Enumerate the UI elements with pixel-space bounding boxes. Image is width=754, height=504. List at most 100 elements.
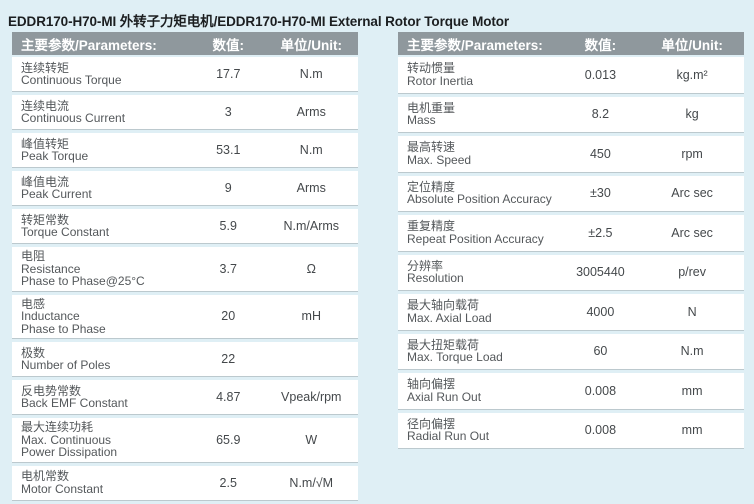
parameter-value: 0.008 [584,423,617,438]
parameter-value: 5.9 [219,219,237,233]
parameter-unit: N.m/√M [289,475,334,490]
parameter-unit: kg [685,107,699,122]
column-header-unit: 单位/Unit: [280,37,343,53]
parameter-value: 9 [224,181,232,195]
parameter-unit: rpm [681,146,703,161]
parameter-line: Peak Torque [21,149,89,163]
parameter-line: 连续电流 [21,98,70,113]
parameter-value: 53.1 [216,143,241,157]
parameter-name: 最高转速 Max. Speed [398,139,561,168]
parameter-line: Phase to Phase [21,321,106,336]
parameter-line: 径向偏摆 [407,416,456,431]
parameter-value: 20 [221,309,236,324]
parameter-line: Motor Constant [21,481,104,496]
parameter-line: 电机常数 [21,469,70,483]
tables-container: 主要参数/Parameters: 数值: 单位/Unit: 连续转矩 Contin… [0,32,754,504]
table-row: 连续转矩 Continuous Torque 17.7 N.m [12,57,358,92]
table-row: 电机常数 Motor Constant 2.5 N.m/√M [12,465,358,501]
parameter-unit: N.m [680,344,704,359]
page-title: EDDR170-H70-MI 外转子力矩电机/EDDR170-H70-MI Ex… [8,14,510,29]
parameter-line: Inductance [21,309,80,323]
table-row: 定位精度 Absolute Position Accuracy ±30 Arc s… [398,175,744,212]
parameter-line: Max. Speed [407,152,472,167]
parameter-name: 最大扭矩载荷 Max. Torque Load [398,337,561,366]
parameter-line: 峰值转矩 [21,136,70,151]
parameter-unit: W [305,432,318,447]
parameter-line: Repeat Position Accuracy [407,231,544,246]
parameter-name: 电机重量 Mass [398,100,561,129]
parameter-line: 转矩常数 [21,212,70,227]
parameter-line: Max. Continuous [21,432,112,447]
parameter-line: 极数 [21,345,46,360]
parameter-line: 反电势常数 [21,383,82,398]
parameter-line: 电感 [21,296,46,311]
table-row: 峰值转矩 Peak Torque 53.1 N.m [12,133,358,168]
parameter-name: 反电势常数 Back EMF Constant [12,383,192,412]
parameter-unit: mH [301,309,321,324]
column-header-parameters: 主要参数/Parameters: [21,37,157,53]
table-row: 最高转速 Max. Speed 450 rpm [398,136,744,173]
parameter-line: Resistance [21,261,81,276]
parameter-line: Continuous Current [21,111,126,125]
parameter-unit: Arc sec [671,225,713,240]
column-header-value: 数值: [212,37,244,53]
parameter-value: 3.7 [219,261,237,276]
parameter-line: 最高转速 [407,140,456,155]
parameter-unit: Vpeak/rpm [281,390,342,404]
parameter-name: 峰值电流 Peak Current [12,174,192,203]
parameter-value: 8.2 [591,107,610,122]
parameter-unit: kg.m² [676,67,708,82]
table-row: 电感 Inductance Phase to Phase 20 mH [12,294,358,339]
parameter-value: 65.9 [216,432,241,447]
parameter-unit: Ω [306,261,316,276]
table-row: 连续电流 Continuous Current 3 Arms [12,95,358,130]
parameter-line: Absolute Position Accuracy [407,192,552,207]
parameter-unit: Arc sec [671,186,713,201]
parameter-name: 电机常数 Motor Constant [12,468,192,497]
table-row: 最大轴向载荷 Max. Axial Load 4000 N [398,294,744,331]
parameter-line: Back EMF Constant [21,396,128,410]
table-row: 重复精度 Repeat Position Accuracy ±2.5 Arc se… [398,215,744,252]
parameter-name: 极数 Number of Poles [12,345,192,374]
parameter-line: 转动惯量 [407,61,456,76]
parameter-line: 轴向偏摆 [407,377,456,392]
parameter-line: Power Dissipation [21,445,118,459]
column-header-value: 数值: [584,37,617,53]
parameter-line: 最大轴向载荷 [407,298,480,313]
parameter-value: ±2.5 [588,225,613,240]
parameter-name: 最大轴向载荷 Max. Axial Load [398,297,561,326]
parameter-unit: N [687,304,697,319]
table-header-row: 主要参数/Parameters: 数值: 单位/Unit: [12,32,358,55]
parameter-line: Radial Run Out [407,429,490,444]
parameter-line: Mass [407,113,436,128]
table-row: 分辨率 Resolution 3005440 p/rev [398,254,744,291]
table-body: 转动惯量 Rotor Inertia 0.013 kg.m² 电机重量 Mass 8… [398,57,744,449]
parameter-line: 电机重量 [407,100,456,115]
parameter-value: 22 [221,352,236,366]
parameter-line: 重复精度 [407,219,456,234]
parameter-name: 连续转矩 Continuous Torque [12,60,192,89]
parameter-name: 最大连续功耗 Max. Continuous Power Dissipation [12,419,192,461]
column-header-unit: 单位/Unit: [661,37,723,53]
parameter-name: 峰值转矩 Peak Torque [12,136,192,165]
table-body: 连续转矩 Continuous Torque 17.7 N.m 连续电流 Conti… [12,57,358,501]
parameter-line: 峰值电流 [21,174,70,189]
parameter-name: 转矩常数 Torque Constant [12,212,192,241]
parameter-unit: Arms [296,105,326,119]
parameter-line: Phase to Phase@25°C [21,274,145,288]
parameter-name: 连续电流 Continuous Current [12,98,192,127]
parameter-unit: mm [681,383,703,398]
parameter-name: 转动惯量 Rotor Inertia [398,60,561,89]
parameter-value: 60 [593,344,608,359]
parameter-unit: p/rev [678,265,706,280]
parameters-table-mechanical: 主要参数/Parameters: 数值: 单位/Unit: 转动惯量 Rotor … [398,32,744,504]
parameter-name: 径向偏摆 Radial Run Out [398,416,561,445]
parameter-value: 17.7 [216,67,241,81]
table-row: 径向偏摆 Radial Run Out 0.008 mm [398,412,744,449]
parameter-value: 4.87 [216,390,241,404]
table-row: 最大扭矩载荷 Max. Torque Load 60 N.m [398,333,744,370]
parameter-name: 重复精度 Repeat Position Accuracy [398,218,561,247]
table-row: 电阻 Resistance Phase to Phase@25°C 3.7 Ω [12,247,358,292]
parameter-name: 定位精度 Absolute Position Accuracy [398,179,561,208]
